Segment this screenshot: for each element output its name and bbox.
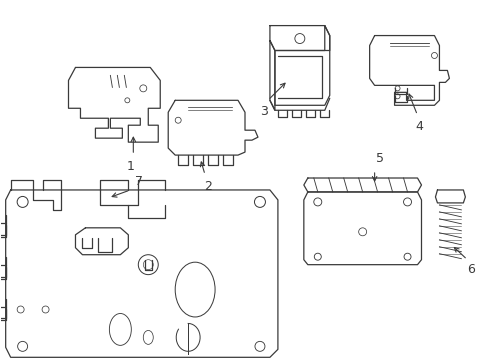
Text: 1: 1 [126, 160, 134, 173]
Text: 4: 4 [415, 120, 423, 133]
Text: 5: 5 [375, 152, 383, 165]
Text: 6: 6 [467, 263, 474, 276]
Text: 2: 2 [204, 180, 212, 193]
Text: 3: 3 [260, 105, 267, 118]
Text: 7: 7 [135, 175, 143, 188]
